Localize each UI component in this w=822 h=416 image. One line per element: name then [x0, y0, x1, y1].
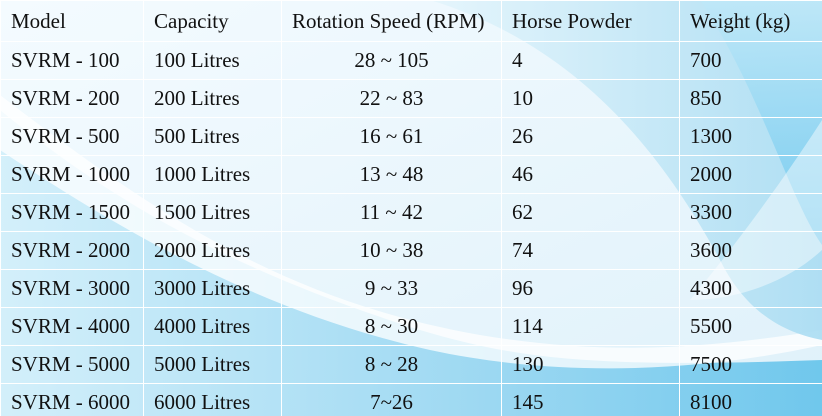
cell-model: SVRM - 6000 [0, 383, 144, 416]
cell-horse-power: 96 [501, 269, 680, 308]
table-row: SVRM - 2000 2000 Litres 10 ~ 38 74 3600 [0, 231, 822, 270]
cell-capacity: 200 Litres [143, 79, 282, 118]
cell-capacity: 1000 Litres [143, 155, 282, 194]
table-row: SVRM - 4000 4000 Litres 8 ~ 30 114 5500 [0, 307, 822, 346]
cell-horse-power: 26 [501, 117, 680, 156]
cell-weight: 5500 [679, 307, 822, 346]
cell-capacity: 1500 Litres [143, 193, 282, 232]
cell-capacity: 100 Litres [143, 41, 282, 80]
header-rotation-speed: Rotation Speed (RPM) [281, 0, 502, 42]
cell-horse-power: 114 [501, 307, 680, 346]
cell-weight: 700 [679, 41, 822, 80]
cell-weight: 4300 [679, 269, 822, 308]
cell-rotation-speed: 16 ~ 61 [281, 117, 502, 156]
cell-rotation-speed: 11 ~ 42 [281, 193, 502, 232]
cell-horse-power: 130 [501, 345, 680, 384]
cell-horse-power: 46 [501, 155, 680, 194]
cell-rotation-speed: 10 ~ 38 [281, 231, 502, 270]
table-row: SVRM - 200 200 Litres 22 ~ 83 10 850 [0, 79, 822, 118]
header-model: Model [0, 0, 144, 42]
cell-weight: 1300 [679, 117, 822, 156]
table-row: SVRM - 3000 3000 Litres 9 ~ 33 96 4300 [0, 269, 822, 308]
cell-model: SVRM - 500 [0, 117, 144, 156]
header-weight: Weight (kg) [679, 0, 822, 42]
cell-model: SVRM - 4000 [0, 307, 144, 346]
cell-weight: 3600 [679, 231, 822, 270]
table-header-row: Model Capacity Rotation Speed (RPM) Hors… [0, 0, 822, 42]
cell-rotation-speed: 13 ~ 48 [281, 155, 502, 194]
table-row: SVRM - 100 100 Litres 28 ~ 105 4 700 [0, 41, 822, 80]
cell-capacity: 3000 Litres [143, 269, 282, 308]
cell-rotation-speed: 28 ~ 105 [281, 41, 502, 80]
cell-model: SVRM - 1000 [0, 155, 144, 194]
header-horse-power: Horse Powder [501, 0, 680, 42]
table-row: SVRM - 1500 1500 Litres 11 ~ 42 62 3300 [0, 193, 822, 232]
cell-capacity: 500 Litres [143, 117, 282, 156]
table-row: SVRM - 6000 6000 Litres 7~26 145 8100 [0, 383, 822, 416]
cell-rotation-speed: 7~26 [281, 383, 502, 416]
cell-horse-power: 145 [501, 383, 680, 416]
cell-model: SVRM - 2000 [0, 231, 144, 270]
cell-weight: 8100 [679, 383, 822, 416]
cell-rotation-speed: 8 ~ 30 [281, 307, 502, 346]
cell-model: SVRM - 1500 [0, 193, 144, 232]
table-row: SVRM - 1000 1000 Litres 13 ~ 48 46 2000 [0, 155, 822, 194]
cell-horse-power: 10 [501, 79, 680, 118]
cell-capacity: 6000 Litres [143, 383, 282, 416]
cell-horse-power: 4 [501, 41, 680, 80]
header-capacity: Capacity [143, 0, 282, 42]
cell-rotation-speed: 9 ~ 33 [281, 269, 502, 308]
cell-weight: 850 [679, 79, 822, 118]
cell-weight: 2000 [679, 155, 822, 194]
cell-model: SVRM - 100 [0, 41, 144, 80]
cell-weight: 7500 [679, 345, 822, 384]
table-row: SVRM - 5000 5000 Litres 8 ~ 28 130 7500 [0, 345, 822, 384]
cell-rotation-speed: 22 ~ 83 [281, 79, 502, 118]
cell-model: SVRM - 3000 [0, 269, 144, 308]
cell-capacity: 2000 Litres [143, 231, 282, 270]
table-row: SVRM - 500 500 Litres 16 ~ 61 26 1300 [0, 117, 822, 156]
cell-horse-power: 74 [501, 231, 680, 270]
cell-model: SVRM - 200 [0, 79, 144, 118]
cell-rotation-speed: 8 ~ 28 [281, 345, 502, 384]
cell-capacity: 5000 Litres [143, 345, 282, 384]
cell-weight: 3300 [679, 193, 822, 232]
cell-horse-power: 62 [501, 193, 680, 232]
cell-capacity: 4000 Litres [143, 307, 282, 346]
cell-model: SVRM - 5000 [0, 345, 144, 384]
